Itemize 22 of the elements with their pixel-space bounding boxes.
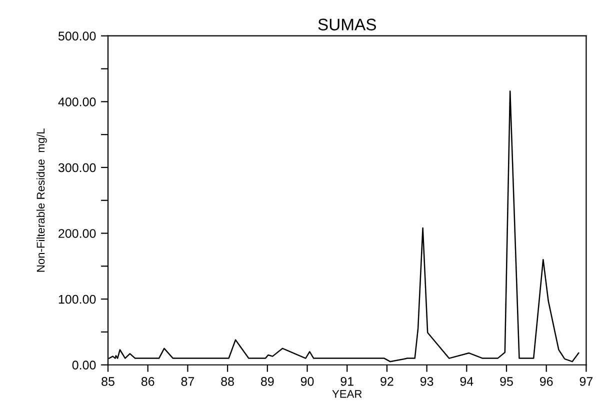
y-tick-label: 400.00 [58,97,96,106]
x-tick-label: 85 [102,377,114,386]
y-tick-label: 200.00 [58,229,96,238]
y-tick-label: 500.00 [58,32,96,41]
y-axis-title: Non-Filterable Residue mg/L [36,128,47,272]
y-tick-label: 300.00 [58,163,96,172]
x-tick-label: 91 [340,377,354,386]
x-axis-title: YEAR [332,390,362,398]
x-tick-label: 94 [460,377,474,386]
chart-title: SUMAS [318,18,376,30]
x-tick-label: 88 [221,377,234,386]
x-tick-label: 92 [380,377,394,386]
x-tick-label: 95 [500,377,513,386]
x-tick-label: 87 [181,377,194,386]
x-tick-label: 96 [540,377,553,386]
x-tick-label: 97 [580,377,593,386]
x-tick-label: 86 [141,377,154,386]
y-tick-label: 0.00 [72,360,96,370]
y-tick-label: 100.00 [58,294,96,304]
x-tick-label: 89 [260,377,274,386]
x-tick-label: 90 [300,377,314,386]
x-tick-label: 93 [420,377,434,386]
